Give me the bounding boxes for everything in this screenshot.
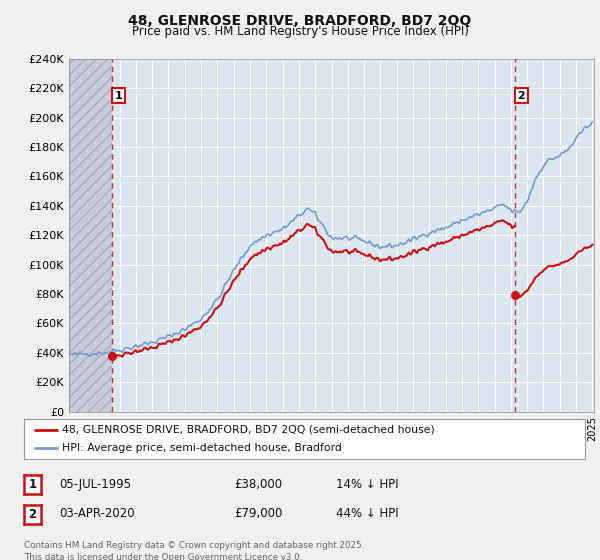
Text: 48, GLENROSE DRIVE, BRADFORD, BD7 2QQ: 48, GLENROSE DRIVE, BRADFORD, BD7 2QQ <box>128 14 472 28</box>
Text: 05-JUL-1995: 05-JUL-1995 <box>59 478 131 491</box>
Text: 03-APR-2020: 03-APR-2020 <box>59 507 134 520</box>
Text: HPI: Average price, semi-detached house, Bradford: HPI: Average price, semi-detached house,… <box>62 444 342 453</box>
Text: 1: 1 <box>28 478 37 492</box>
Text: 48, GLENROSE DRIVE, BRADFORD, BD7 2QQ (semi-detached house): 48, GLENROSE DRIVE, BRADFORD, BD7 2QQ (s… <box>62 425 435 435</box>
Text: 44% ↓ HPI: 44% ↓ HPI <box>336 507 398 520</box>
Text: £38,000: £38,000 <box>234 478 282 491</box>
Text: 1: 1 <box>115 91 122 101</box>
Text: 2: 2 <box>28 507 37 521</box>
Text: Contains HM Land Registry data © Crown copyright and database right 2025.
This d: Contains HM Land Registry data © Crown c… <box>24 541 364 560</box>
Text: Price paid vs. HM Land Registry's House Price Index (HPI): Price paid vs. HM Land Registry's House … <box>131 25 469 38</box>
Text: 14% ↓ HPI: 14% ↓ HPI <box>336 478 398 491</box>
Text: £79,000: £79,000 <box>234 507 283 520</box>
Text: 2: 2 <box>518 91 526 101</box>
